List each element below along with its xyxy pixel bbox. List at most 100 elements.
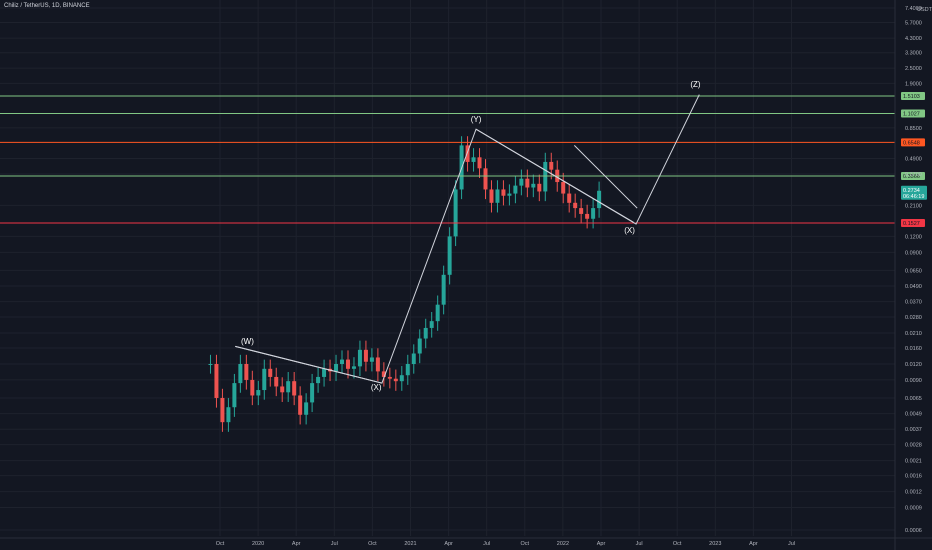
candle-body [232, 383, 237, 408]
candle-body [471, 157, 476, 162]
x-tick-label: 2023 [709, 541, 721, 547]
y-tick-label: 0.0280 [905, 315, 922, 321]
candle-body [208, 363, 213, 365]
trend-line [475, 128, 634, 223]
y-tick-label: 0.0160 [905, 346, 922, 352]
y-tick-label: 2.5000 [905, 66, 922, 72]
candle-body [351, 366, 356, 369]
level-tag [901, 138, 925, 147]
candle-body [531, 183, 536, 188]
y-tick-label: 0.0090 [905, 378, 922, 384]
x-tick-label: 2021 [404, 541, 416, 547]
candle-body [585, 213, 590, 219]
candle-body [369, 357, 374, 362]
x-tick-label: Jul [331, 541, 338, 547]
current-price-tag [901, 185, 927, 200]
candle-body [549, 161, 554, 170]
candle-body [591, 208, 596, 219]
x-tick-label: 2020 [252, 541, 264, 547]
candles [208, 136, 602, 432]
wave-label: (X) [624, 226, 635, 235]
x-tick-label: Oct [521, 541, 530, 547]
x-tick-label: Jul [483, 541, 490, 547]
x-tick-label: Apr [597, 541, 606, 547]
candle-body [256, 390, 261, 396]
y-tick-label: 0.0012 [905, 490, 922, 496]
candle-body [393, 378, 398, 382]
candle-body [304, 402, 309, 415]
trend-line [573, 145, 638, 209]
candle-body [250, 379, 255, 396]
candle-body [357, 349, 362, 367]
level-tag [901, 109, 925, 118]
candle-body [411, 353, 416, 364]
y-tick-label: 0.4900 [905, 156, 922, 162]
candle-body [513, 185, 518, 194]
wave-label: (Z) [690, 80, 701, 89]
candle-body [447, 236, 452, 275]
chart-title: Chiliz / TetherUS, 1D, BINANCE [4, 3, 90, 9]
candle-body [375, 357, 380, 372]
candle-body [262, 368, 267, 391]
countdown-label: 06:46:19 [903, 194, 924, 200]
wave-label: (Y) [471, 115, 482, 124]
candle-body [489, 189, 494, 203]
candle-body [214, 363, 219, 398]
level-tag [901, 92, 925, 101]
y-tick-label: 0.0065 [905, 396, 922, 402]
y-tick-label: 0.0049 [905, 412, 922, 418]
wave-label: (X) [371, 383, 382, 392]
candle-body [405, 363, 410, 376]
y-tick-label: 0.0016 [905, 474, 922, 480]
y-tick-label: 0.0490 [905, 284, 922, 290]
level-tag-label: 0.3566 [903, 174, 920, 180]
x-tick-label: Oct [673, 541, 682, 547]
candle-body [334, 363, 339, 372]
y-tick-label: 0.2100 [905, 203, 922, 209]
y-tick-label: 0.8500 [905, 126, 922, 132]
candle-body [244, 363, 249, 380]
grid [0, 0, 895, 536]
candle-body [298, 395, 303, 415]
candle-body [573, 202, 578, 209]
candle-body [340, 359, 345, 364]
candle-body [429, 321, 434, 328]
candle-body [286, 381, 291, 393]
y-tick-label: 0.0006 [905, 528, 922, 534]
candle-body [561, 182, 566, 194]
y-tick-label: 1.9000 [905, 81, 922, 87]
candle-body [280, 386, 285, 393]
x-tick-label: Jul [788, 541, 795, 547]
x-tick-label: 2022 [557, 541, 569, 547]
candle-body [423, 327, 428, 339]
candle-body [435, 304, 440, 322]
level-tag-label: 1.5103 [903, 94, 920, 100]
candle-body [322, 368, 327, 377]
candle-body [381, 371, 386, 377]
level-tag-label: 0.1527 [903, 221, 920, 227]
candle-body [417, 338, 422, 354]
y-tick-label: 7.4000 [905, 6, 922, 12]
candle-body [274, 376, 279, 387]
candle-body [268, 368, 273, 377]
y-tick-label: 0.0650 [905, 268, 922, 274]
candle-body [226, 407, 231, 423]
x-tick-label: Oct [368, 541, 377, 547]
price-unit-label: USDT [917, 7, 932, 13]
y-tick-label: 5.7000 [905, 20, 922, 26]
drawings: (W) (X) (Y) (X) (Z) [235, 80, 701, 392]
candle-body [453, 189, 458, 237]
trend-line [235, 345, 383, 384]
candle-body [465, 145, 470, 162]
candle-body [519, 178, 524, 186]
candle-body [525, 178, 530, 188]
current-price-label: 0.2734 [903, 188, 920, 194]
candle-body [477, 157, 482, 169]
candle-body [543, 161, 548, 192]
y-tick-label: 0.0370 [905, 300, 922, 306]
wave-label: (W) [241, 337, 254, 346]
candle-body [238, 363, 243, 384]
y-tick-label: 0.0120 [905, 362, 922, 368]
